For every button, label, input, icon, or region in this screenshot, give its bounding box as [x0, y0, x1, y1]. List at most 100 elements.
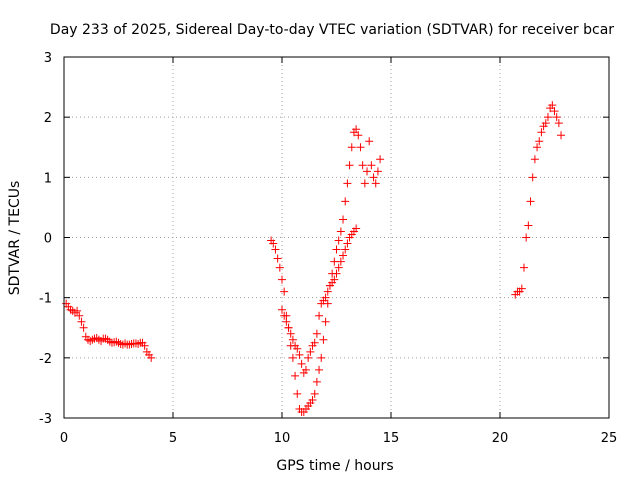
- data-point: [321, 317, 330, 326]
- data-point: [526, 197, 535, 206]
- x-tick-label: 0: [60, 431, 68, 446]
- x-tick-label: 10: [274, 431, 291, 446]
- data-point: [356, 143, 365, 152]
- data-point: [352, 224, 361, 233]
- data-point: [321, 293, 330, 302]
- data-point: [269, 239, 278, 248]
- x-tick-label: 25: [601, 431, 618, 446]
- data-point: [271, 245, 280, 254]
- data-point: [310, 338, 319, 347]
- y-tick-label: -3: [39, 412, 52, 427]
- data-point: [147, 353, 156, 362]
- data-point: [339, 251, 348, 260]
- axis-ticks: 0 5 10 15 20 25 -3 -2 -1 0 1 2 3: [39, 51, 617, 446]
- data-point: [371, 179, 380, 188]
- data-point: [341, 245, 350, 254]
- data-point: [278, 305, 286, 314]
- data-point: [293, 344, 302, 353]
- x-tick-label: 5: [169, 431, 177, 446]
- y-tick-label: 0: [44, 232, 52, 247]
- data-point: [522, 233, 531, 242]
- data-point: [297, 359, 306, 368]
- data-point: [131, 339, 140, 348]
- data-point: [125, 340, 134, 349]
- data-point: [114, 338, 123, 347]
- data-point: [75, 311, 84, 320]
- data-point: [319, 335, 328, 344]
- y-tick-label: -1: [39, 292, 52, 307]
- data-point: [336, 257, 345, 266]
- data-point: [541, 119, 550, 128]
- data-point: [528, 173, 537, 182]
- data-point: [535, 137, 544, 146]
- data-point: [557, 131, 566, 140]
- data-point: [310, 389, 319, 398]
- data-point: [312, 377, 321, 386]
- data-point: [343, 239, 352, 248]
- data-point: [519, 263, 528, 272]
- y-tick-label: 2: [44, 111, 52, 126]
- data-point: [73, 306, 82, 315]
- x-axis-label: GPS time / hours: [276, 458, 393, 474]
- data-point: [373, 167, 382, 176]
- data-point: [295, 350, 304, 359]
- data-point: [134, 339, 143, 348]
- data-point: [317, 353, 326, 362]
- data-point: [550, 107, 559, 116]
- data-point: [352, 125, 361, 134]
- grid-lines: [64, 57, 609, 418]
- data-point: [530, 155, 539, 164]
- data-point: [363, 167, 372, 176]
- data-point: [304, 353, 313, 362]
- data-point: [369, 173, 378, 182]
- data-point: [537, 128, 546, 137]
- data-point: [376, 155, 385, 164]
- y-tick-label: 3: [44, 51, 52, 66]
- data-point: [315, 311, 324, 320]
- data-point: [306, 347, 315, 356]
- data-point: [339, 215, 348, 224]
- x-tick-label: 15: [383, 431, 400, 446]
- data-point: [291, 371, 300, 380]
- data-point: [282, 317, 291, 326]
- data-point: [524, 221, 533, 230]
- data-point: [548, 101, 557, 110]
- data-point: [554, 119, 563, 128]
- data-point: [336, 227, 345, 236]
- data-point: [94, 335, 103, 344]
- data-point: [286, 329, 295, 338]
- data-point: [543, 113, 552, 122]
- data-points: [62, 101, 566, 416]
- data-point: [345, 161, 354, 170]
- data-point: [121, 339, 130, 348]
- data-point: [367, 161, 376, 170]
- data-point: [360, 179, 369, 188]
- data-point: [365, 137, 374, 146]
- data-point: [552, 113, 561, 122]
- data-point: [301, 365, 310, 374]
- data-point: [77, 317, 86, 326]
- data-point: [288, 335, 297, 344]
- data-point: [332, 269, 341, 278]
- data-point: [273, 254, 282, 263]
- data-point: [275, 263, 284, 272]
- data-point: [323, 287, 332, 296]
- data-point: [140, 341, 149, 350]
- data-point: [347, 143, 356, 152]
- data-point: [315, 365, 324, 374]
- data-point: [334, 236, 343, 245]
- y-axis-label: SDTVAR / TECUs: [7, 181, 23, 296]
- y-tick-label: 1: [44, 171, 52, 186]
- data-point: [308, 395, 317, 404]
- data-point: [517, 284, 526, 293]
- data-point: [293, 389, 302, 398]
- data-point: [343, 179, 352, 188]
- data-point: [280, 311, 289, 320]
- data-point: [278, 275, 286, 284]
- chart-title: Day 233 of 2025, Sidereal Day-to-day VTE…: [50, 22, 614, 38]
- data-point: [79, 323, 88, 332]
- y-tick-label: -2: [39, 352, 52, 367]
- data-point: [330, 275, 339, 284]
- data-point: [358, 161, 367, 170]
